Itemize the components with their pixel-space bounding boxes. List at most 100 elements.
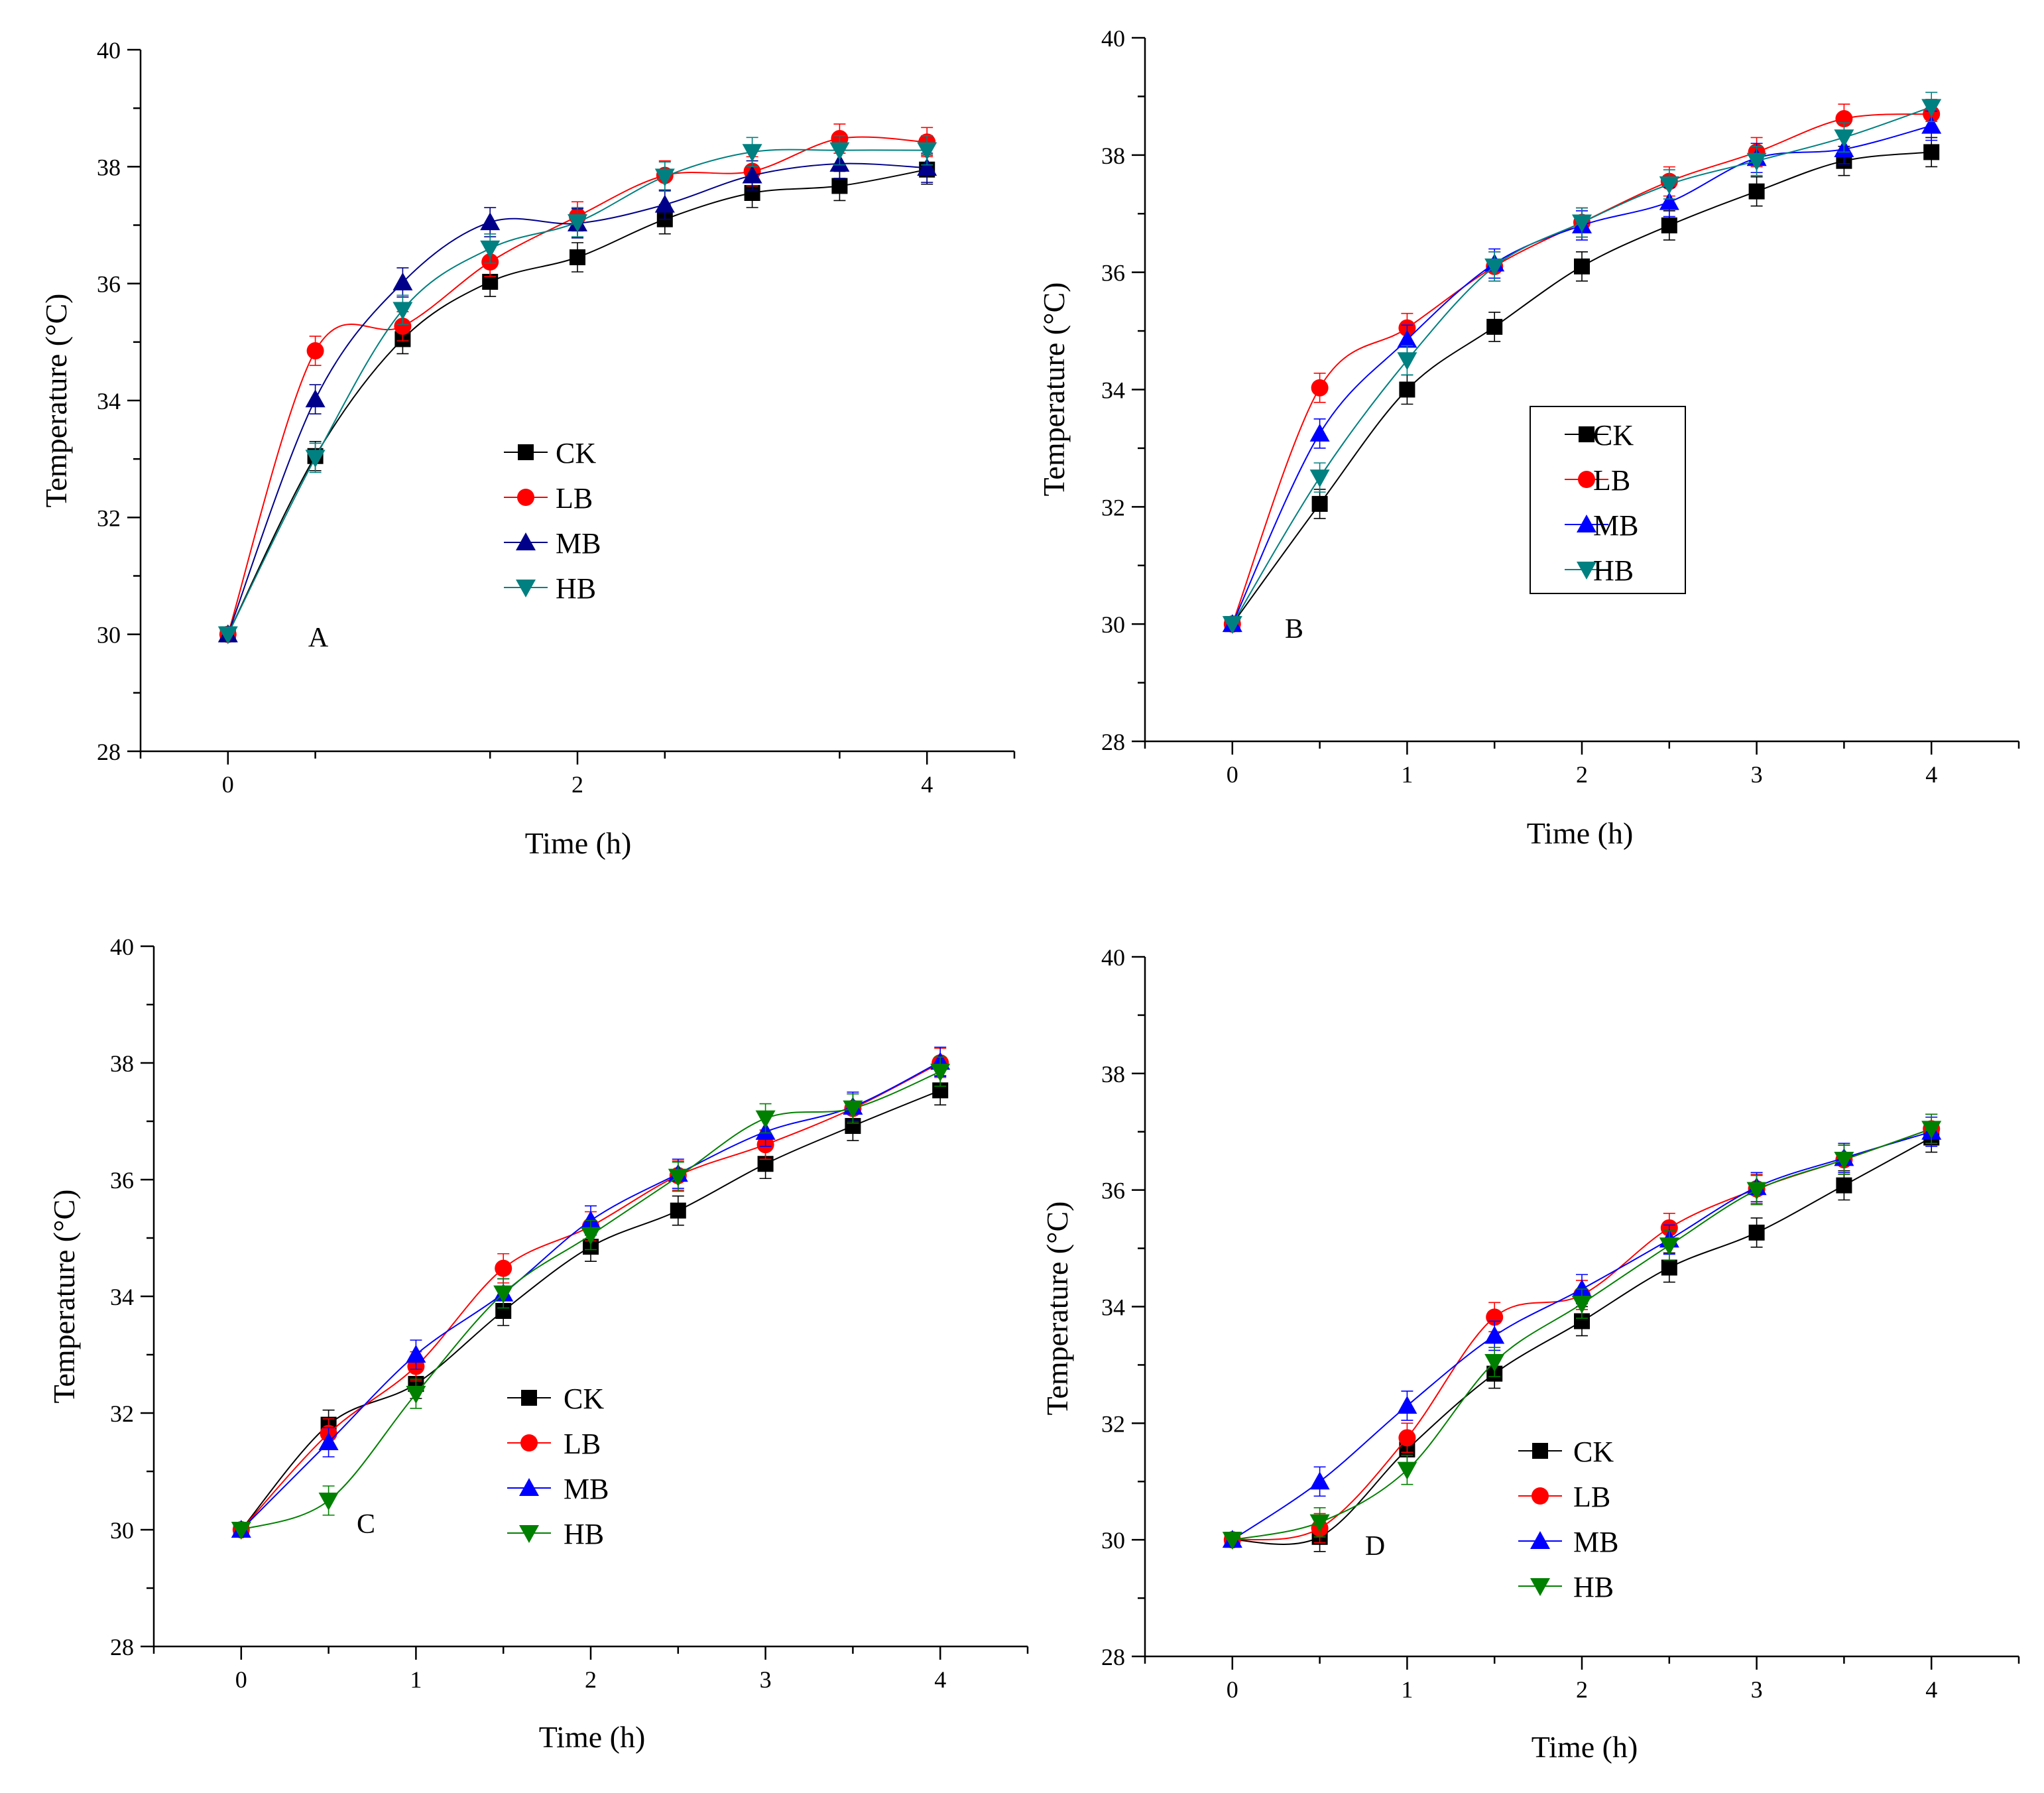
legend-item-mb: MB	[1565, 509, 1638, 542]
series-hb	[1222, 92, 1942, 635]
legend-marker	[1577, 515, 1596, 532]
legend-label: LB	[564, 1428, 601, 1460]
y-tick-label: 40	[1101, 944, 1125, 971]
legend-marker	[517, 489, 534, 506]
series-line	[1231, 151, 1932, 625]
data-point	[1572, 1296, 1592, 1314]
legend-item-lb: LB	[504, 482, 593, 515]
legend-item-mb: MB	[507, 1473, 609, 1505]
series-line	[241, 1062, 941, 1530]
data-point	[392, 302, 413, 320]
data-point	[495, 1259, 512, 1277]
data-point	[1659, 176, 1679, 195]
legend-item-mb: MB	[504, 527, 601, 560]
legend-item-mb: MB	[1518, 1526, 1618, 1558]
data-point	[1398, 1429, 1416, 1447]
x-tick-label: 4	[934, 1666, 946, 1693]
legend: CK LB MB HB	[507, 1383, 609, 1550]
series-line	[227, 136, 928, 635]
series-hb	[1222, 1113, 1942, 1550]
data-point	[1484, 1326, 1505, 1344]
legend-item-ck: CK	[507, 1383, 604, 1415]
legend-label: LB	[1573, 1481, 1610, 1513]
data-point	[930, 1064, 951, 1082]
data-point	[1834, 129, 1854, 148]
y-tick-label: 30	[110, 1517, 134, 1544]
legend-item-hb: HB	[507, 1518, 604, 1550]
data-point	[654, 194, 675, 213]
x-tick-label: 0	[1227, 761, 1238, 788]
data-point	[1661, 217, 1677, 233]
legend: CK LB MB HB	[504, 437, 601, 605]
data-point	[831, 178, 848, 194]
x-tick-label: 3	[1751, 1676, 1763, 1703]
data-point	[581, 1210, 601, 1229]
x-tick-label: 0	[1227, 1676, 1238, 1703]
y-tick-label: 28	[1101, 729, 1125, 755]
series-line	[1231, 125, 1932, 625]
legend-item-hb: HB	[1518, 1571, 1614, 1603]
legend-item-hb: HB	[1565, 554, 1634, 587]
data-point	[1397, 1461, 1417, 1480]
data-point	[755, 1110, 776, 1129]
legend-item-hb: HB	[504, 572, 596, 605]
data-point	[1574, 258, 1590, 275]
legend-label: CK	[1573, 1436, 1614, 1468]
data-point	[1748, 183, 1765, 200]
data-point	[305, 450, 326, 468]
x-tick-label: 0	[222, 771, 234, 798]
data-point	[570, 249, 585, 265]
y-tick-label: 32	[1101, 494, 1125, 521]
x-tick-label: 1	[410, 1666, 422, 1693]
y-axis-title: Temperature (°C)	[1040, 1202, 1074, 1416]
data-point	[392, 272, 413, 290]
data-point	[1309, 1471, 1330, 1490]
x-tick-label: 2	[571, 771, 583, 798]
data-point	[1311, 379, 1329, 397]
data-point	[1921, 99, 1942, 117]
y-tick-label: 28	[110, 1634, 134, 1660]
legend-marker	[1578, 471, 1595, 488]
legend-marker	[519, 1525, 539, 1543]
series-line	[227, 168, 928, 635]
legend-label: LB	[1593, 464, 1630, 497]
data-point	[1921, 1121, 1942, 1139]
legend-label: MB	[1593, 509, 1638, 542]
data-point	[917, 142, 937, 160]
data-point	[1397, 330, 1417, 348]
data-point	[305, 389, 326, 408]
legend-marker	[1532, 1487, 1549, 1505]
x-tick-label: 1	[1401, 1676, 1413, 1703]
y-tick-label: 38	[97, 154, 121, 180]
legend-marker	[520, 1434, 538, 1452]
legend-frame	[1530, 406, 1686, 594]
panel-label: C	[357, 1509, 375, 1540]
data-point	[1659, 192, 1679, 210]
data-point	[306, 342, 324, 360]
legend-label: HB	[564, 1518, 604, 1550]
y-tick-label: 36	[110, 1167, 134, 1194]
y-tick-label: 38	[110, 1050, 134, 1077]
legend-item-lb: LB	[1518, 1481, 1610, 1513]
legend-item-lb: LB	[507, 1428, 601, 1460]
data-point	[480, 240, 501, 259]
legend-marker	[1530, 1531, 1550, 1549]
data-point	[217, 626, 238, 645]
legend-label: CK	[564, 1383, 604, 1415]
data-point	[1399, 381, 1415, 398]
data-point	[568, 214, 587, 233]
x-tick-label: 3	[1751, 761, 1763, 788]
data-point	[231, 1522, 251, 1540]
legend-item-ck: CK	[504, 437, 596, 469]
x-tick-label: 4	[1925, 1676, 1937, 1703]
y-tick-label: 40	[1101, 25, 1125, 52]
x-tick-label: 4	[921, 771, 933, 798]
y-tick-label: 30	[1101, 1527, 1125, 1554]
legend-label: MB	[1573, 1526, 1618, 1558]
data-point	[1572, 214, 1592, 233]
data-point	[1836, 1177, 1852, 1194]
data-point	[1397, 352, 1417, 371]
data-point	[406, 1345, 426, 1363]
